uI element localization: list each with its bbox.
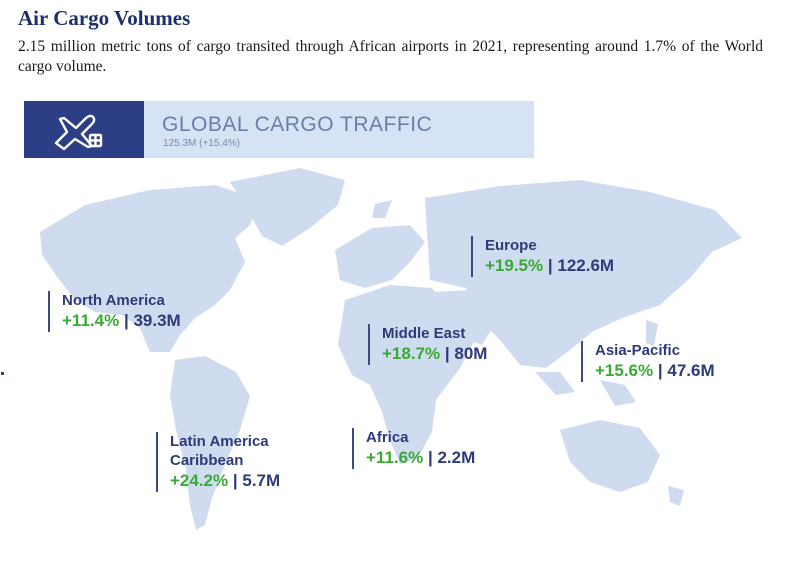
region-stat: +11.6% | 2.2M bbox=[366, 447, 475, 469]
region-stat: +19.5% | 122.6M bbox=[485, 255, 614, 277]
region-stat: +11.4% | 39.3M bbox=[62, 310, 181, 332]
growth-value: +18.7% bbox=[382, 344, 441, 363]
region-name: Middle East bbox=[382, 325, 466, 342]
latin-america-label: Latin America Caribbean +24.2% | 5.7M bbox=[156, 432, 280, 492]
middle-east-label: Middle East +18.7% | 80M bbox=[368, 324, 487, 365]
separator: | bbox=[232, 471, 238, 490]
region-name: Europe bbox=[485, 237, 537, 254]
volume-value: 122.6M bbox=[557, 256, 615, 275]
region-name-line1: Latin America bbox=[170, 433, 269, 450]
volume-value: 2.2M bbox=[437, 448, 476, 467]
separator: | bbox=[427, 448, 433, 467]
region-stat: +15.6% | 47.6M bbox=[595, 360, 715, 382]
world-map bbox=[40, 168, 742, 530]
page-description: 2.15 million metric tons of cargo transi… bbox=[18, 38, 763, 75]
growth-value: +11.4% bbox=[62, 311, 120, 330]
region-name: North America bbox=[62, 292, 165, 309]
growth-value: +15.6% bbox=[595, 361, 654, 380]
region-stat: +18.7% | 80M bbox=[382, 343, 487, 365]
airplane-cargo-icon bbox=[24, 101, 144, 158]
page-title: Air Cargo Volumes bbox=[18, 6, 191, 30]
region-name-line2: Caribbean bbox=[170, 452, 244, 469]
africa-label: Africa +11.6% | 2.2M bbox=[352, 428, 475, 469]
separator: | bbox=[547, 256, 553, 275]
banner-subtitle: 125.3M (+15.4%) bbox=[163, 138, 240, 149]
region-name: Asia-Pacific bbox=[595, 342, 681, 359]
region-stat: +24.2% | 5.7M bbox=[170, 470, 280, 492]
banner-title: GLOBAL CARGO TRAFFIC bbox=[162, 113, 433, 136]
region-name: Africa bbox=[366, 429, 409, 446]
volume-value: 39.3M bbox=[133, 311, 181, 330]
volume-value: 47.6M bbox=[667, 361, 715, 380]
separator: | bbox=[444, 344, 450, 363]
growth-value: +24.2% bbox=[170, 471, 229, 490]
volume-value: 5.7M bbox=[242, 471, 281, 490]
volume-value: 80M bbox=[454, 344, 488, 363]
growth-value: +19.5% bbox=[485, 256, 544, 275]
separator: | bbox=[123, 311, 129, 330]
europe-label: Europe +19.5% | 122.6M bbox=[471, 236, 614, 277]
growth-value: +11.6% bbox=[366, 448, 424, 467]
global-cargo-banner: GLOBAL CARGO TRAFFIC 125.3M (+15.4%) bbox=[24, 101, 534, 158]
stray-dot bbox=[1, 372, 4, 375]
asia-pacific-label: Asia-Pacific +15.6% | 47.6M bbox=[581, 341, 715, 382]
north-america-label: North America +11.4% | 39.3M bbox=[48, 291, 181, 332]
separator: | bbox=[657, 361, 663, 380]
